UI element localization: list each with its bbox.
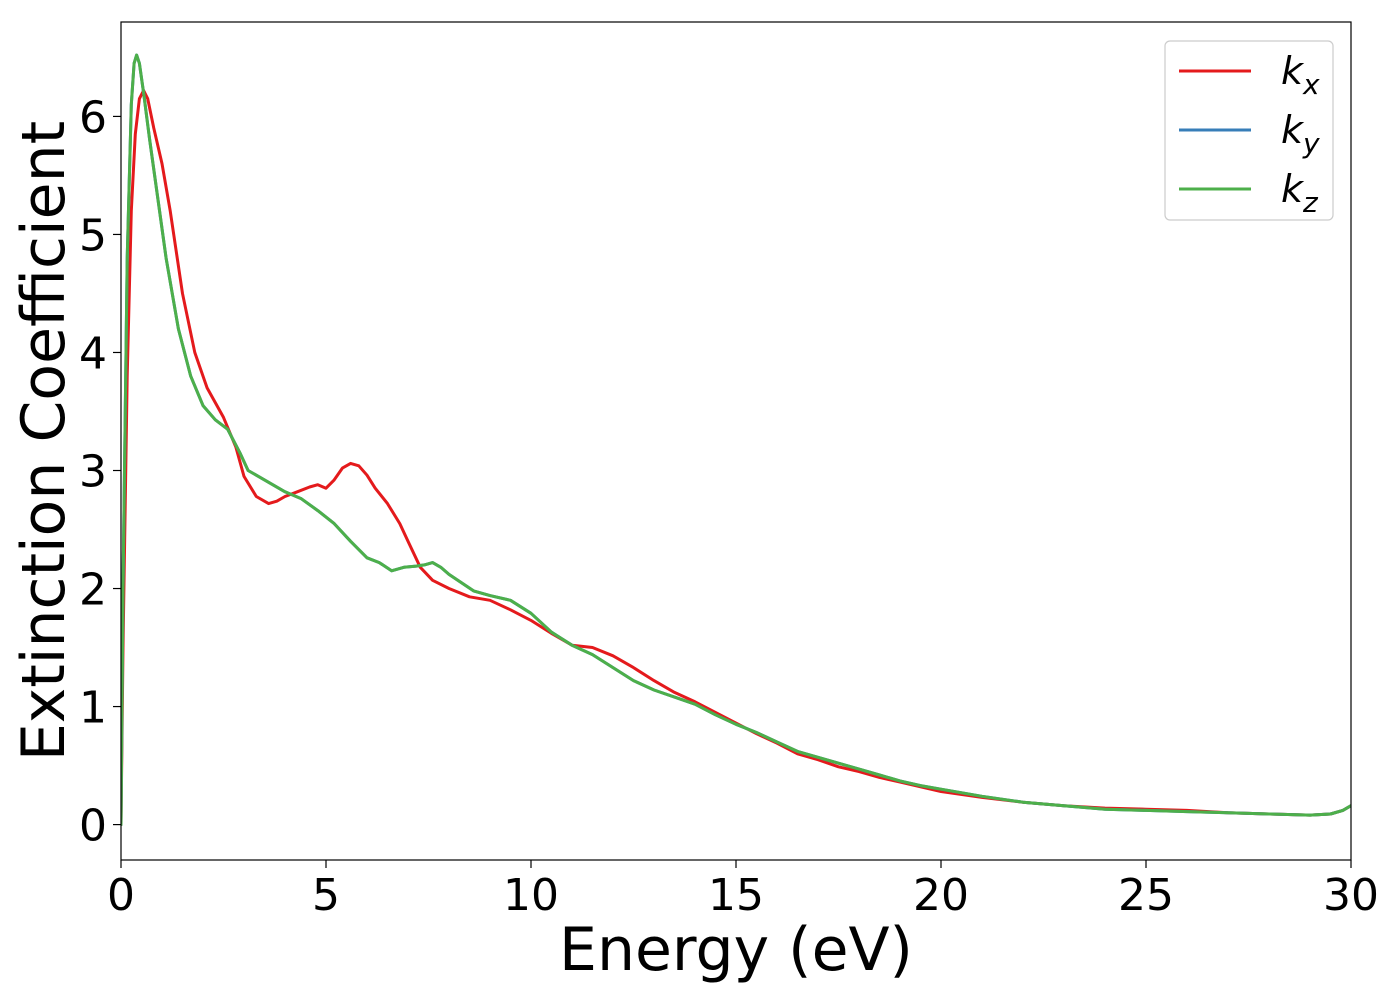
x-axis-label: Energy (eV): [559, 915, 913, 985]
series-layer: [121, 53, 1351, 827]
x-axis-ticks: 0 5 10 15 20 25 30: [107, 860, 1379, 921]
legend-label-kz: kz: [1281, 167, 1319, 219]
y-tick-label: 3: [79, 447, 107, 498]
y-tick-label: 0: [79, 801, 107, 852]
x-tick-label: 25: [1118, 870, 1174, 921]
legend: kx ky kz: [1164, 40, 1334, 221]
x-tick-label: 10: [503, 870, 559, 921]
x-tick-label: 30: [1323, 870, 1379, 921]
y-tick-label: 4: [79, 328, 107, 379]
y-axis-ticks: 0 1 2 3 4 5 6: [79, 92, 121, 852]
y-axis-label: Extinction Coefficient: [9, 121, 79, 761]
series-line-kz: [121, 53, 1351, 827]
y-tick-label: 2: [79, 565, 107, 616]
legend-label-ky: ky: [1281, 108, 1320, 160]
x-tick-label: 20: [913, 870, 969, 921]
y-tick-label: 6: [79, 92, 107, 143]
x-tick-label: 5: [312, 870, 340, 921]
x-tick-label: 0: [107, 870, 135, 921]
legend-label-kx: kx: [1281, 49, 1320, 101]
y-tick-label: 5: [79, 210, 107, 261]
x-tick-label: 15: [708, 870, 764, 921]
y-tick-label: 1: [79, 683, 107, 734]
series-line-kx: [121, 89, 1351, 827]
